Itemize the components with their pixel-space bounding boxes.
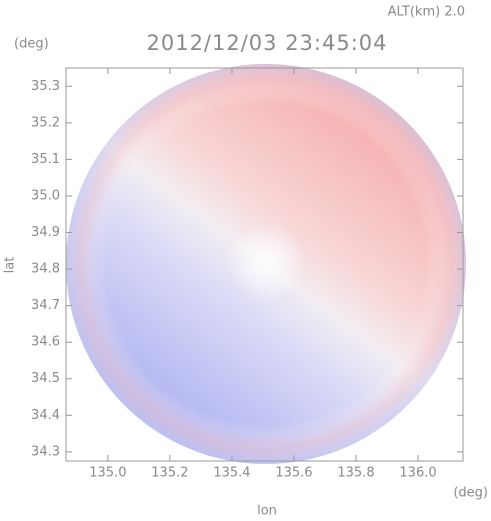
y-axis-label: lat bbox=[3, 257, 18, 274]
x-tick-label: 135.4 bbox=[213, 466, 250, 481]
y-tick-label: 35.3 bbox=[31, 79, 60, 94]
x-unit: (deg) bbox=[453, 486, 488, 501]
x-tick-label: 135.2 bbox=[151, 466, 188, 481]
x-tick-label: 135.8 bbox=[337, 466, 374, 481]
y-tick-label: 35.2 bbox=[31, 115, 60, 130]
y-tick-label: 34.3 bbox=[31, 444, 60, 459]
x-tick-label: 135.0 bbox=[89, 466, 126, 481]
x-tick-label: 136.0 bbox=[399, 466, 436, 481]
x-axis-label: lon bbox=[257, 504, 277, 519]
y-tick-label: 34.7 bbox=[31, 298, 60, 313]
y-tick-label: 35.0 bbox=[31, 188, 60, 203]
y-tick-label: 34.9 bbox=[31, 225, 60, 240]
y-unit: (deg) bbox=[14, 37, 49, 52]
plot-frame bbox=[65, 67, 464, 462]
y-tick-label: 34.4 bbox=[31, 408, 60, 423]
y-tick-label: 34.6 bbox=[31, 335, 60, 350]
altitude: ALT(km) 2.0 bbox=[388, 5, 465, 20]
y-tick-label: 35.1 bbox=[31, 152, 60, 167]
x-tick-label: 135.6 bbox=[275, 466, 312, 481]
chart-title: 2012/12/03 23:45:04 bbox=[146, 31, 387, 55]
y-tick-label: 34.8 bbox=[31, 262, 60, 277]
y-tick-label: 34.5 bbox=[31, 371, 60, 386]
radar-field bbox=[66, 64, 466, 464]
